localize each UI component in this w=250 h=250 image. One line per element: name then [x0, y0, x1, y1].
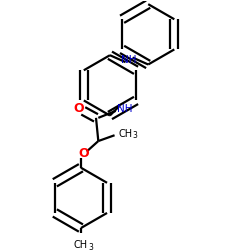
- Text: CH: CH: [74, 240, 88, 250]
- Text: NH: NH: [117, 104, 132, 114]
- Text: NH: NH: [121, 55, 137, 65]
- Text: O: O: [73, 102, 84, 115]
- Text: 3: 3: [132, 132, 137, 140]
- Text: CH: CH: [118, 128, 132, 138]
- Text: O: O: [78, 147, 88, 160]
- Text: 3: 3: [88, 243, 94, 250]
